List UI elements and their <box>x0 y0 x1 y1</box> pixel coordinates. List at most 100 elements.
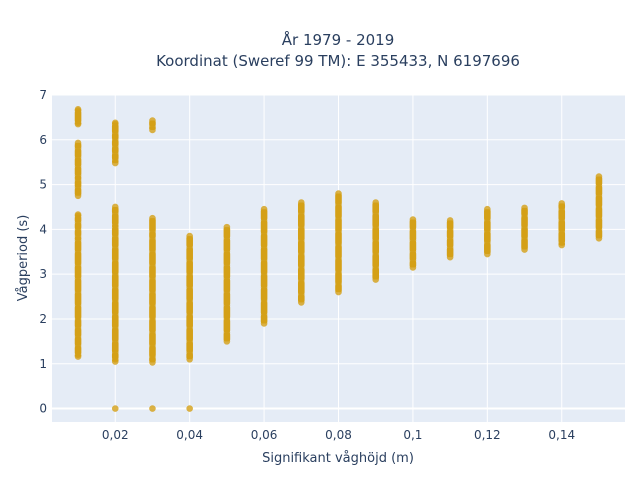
data-point-band <box>186 301 193 315</box>
data-point-band <box>74 110 82 123</box>
y-axis-label: Vågperiod (s) <box>16 215 31 302</box>
data-point-band <box>186 236 193 248</box>
chart-title-line-2: Koordinat (Sweref 99 TM): E 355433, N 61… <box>156 52 520 70</box>
x-tick-label: 0,06 <box>251 428 278 442</box>
data-point-band <box>149 238 156 252</box>
data-point-band <box>149 278 156 293</box>
y-tick-label: 1 <box>39 357 47 371</box>
data-point-band <box>74 180 82 188</box>
data-point-band <box>595 206 603 219</box>
data-point-band <box>521 227 528 239</box>
data-point-band <box>595 229 603 239</box>
data-point-band <box>595 218 603 230</box>
data-point-band <box>223 251 231 266</box>
data-point-band <box>558 242 566 246</box>
data-point-band <box>74 229 82 237</box>
data-point-band <box>484 231 491 243</box>
data-point-band <box>595 176 603 186</box>
data-point-band <box>74 292 82 306</box>
data-point-band <box>74 354 82 357</box>
x-axis-ticks: 0,02 0,04 0,06 0,08 0,1 0,12 0,14 <box>102 428 575 442</box>
data-point-band <box>223 292 231 306</box>
x-tick-label: 0,02 <box>102 428 129 442</box>
data-point-band <box>111 341 119 353</box>
y-tick-label: 0 <box>39 402 47 416</box>
data-point-band <box>223 227 231 239</box>
data-point-band <box>74 318 82 328</box>
data-point-band <box>111 227 119 237</box>
data-point-band <box>149 251 156 266</box>
x-tick-label: 0,04 <box>176 428 203 442</box>
data-point-band <box>74 157 82 167</box>
data-point-band <box>521 215 528 228</box>
data-point-band <box>335 204 342 219</box>
data-point-band <box>111 124 119 134</box>
data-point-band <box>595 185 603 196</box>
data-point-band <box>74 215 82 223</box>
data-point-band <box>186 314 193 328</box>
data-point-band <box>297 294 305 303</box>
data-point-band <box>186 260 193 275</box>
data-point-band <box>149 332 156 346</box>
data-point-band <box>260 247 268 261</box>
data-point-band <box>111 122 119 125</box>
data-point-band <box>74 240 82 252</box>
data-point-band <box>372 240 380 255</box>
data-point-band <box>297 254 305 268</box>
data-point <box>111 405 119 412</box>
data-point-band <box>297 267 305 281</box>
data-point-band <box>484 242 491 255</box>
data-point-band <box>335 271 342 285</box>
data-point-band <box>111 133 119 140</box>
data-point-band <box>149 318 156 333</box>
data-point-band <box>74 142 82 149</box>
data-point-band <box>149 345 156 358</box>
data-point-band <box>558 203 566 210</box>
y-tick-label: 3 <box>39 267 47 281</box>
data-point-band <box>186 341 193 353</box>
x-tick-label: 0,1 <box>403 428 422 442</box>
y-axis-ticks: 0 1 2 3 4 5 6 7 <box>39 88 47 416</box>
data-point-band <box>409 229 417 241</box>
data-point-band <box>74 278 82 293</box>
data-point-band <box>223 278 231 293</box>
data-point-band <box>223 238 231 252</box>
data-point-band <box>74 109 82 111</box>
data-point-band <box>521 207 528 216</box>
data-point-band <box>335 193 342 205</box>
data-point-band <box>111 224 119 228</box>
data-point <box>149 405 156 412</box>
data-point-band <box>260 220 268 234</box>
data-point-band <box>111 139 119 147</box>
data-point-band <box>372 213 380 228</box>
data-point-band <box>111 206 119 214</box>
data-point-band <box>223 305 231 319</box>
data-point-band <box>446 247 454 258</box>
data-point-band <box>223 265 231 279</box>
data-point-band <box>260 287 268 302</box>
data-point-band <box>223 318 231 333</box>
data-point-band <box>335 245 342 259</box>
y-tick-label: 2 <box>39 312 47 326</box>
data-point-band <box>372 267 380 280</box>
data-point-band <box>446 238 454 248</box>
data-point-band <box>186 327 193 342</box>
data-point-band <box>111 260 119 275</box>
data-point-band <box>558 209 566 221</box>
data-point-band <box>111 247 119 261</box>
x-axis-label: Signifikant våghöjd (m) <box>262 451 414 466</box>
data-point-band <box>260 260 268 275</box>
data-point-band <box>484 220 491 232</box>
data-point-band <box>521 238 528 250</box>
data-point-band <box>335 231 342 246</box>
data-point-band <box>74 265 82 279</box>
data-point-band <box>74 251 82 266</box>
x-tick-label: 0,08 <box>325 428 352 442</box>
data-point-band <box>186 287 193 302</box>
data-point-band <box>409 260 417 268</box>
data-point-band <box>149 231 156 239</box>
data-point-band <box>335 218 342 232</box>
data-point-band <box>74 122 82 125</box>
